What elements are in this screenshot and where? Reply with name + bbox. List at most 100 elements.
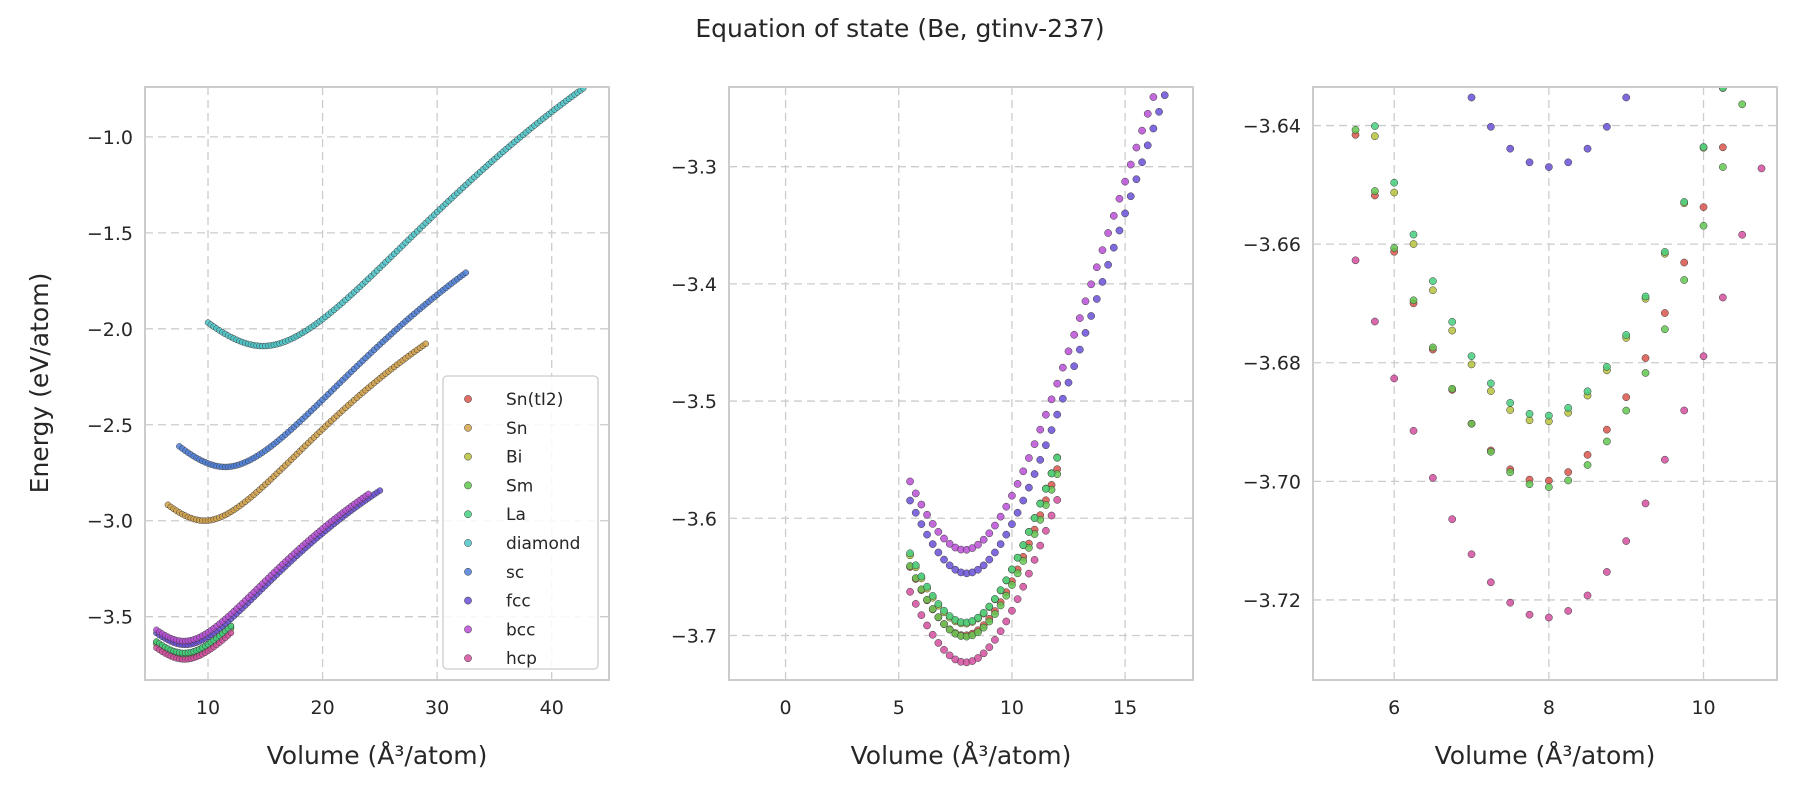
data-point <box>1661 325 1669 334</box>
data-point <box>1429 286 1437 295</box>
x-axis-label-panel-2: Volume (Å³/atom) <box>851 741 1072 770</box>
legend-label: La <box>506 505 526 525</box>
data-point <box>1699 203 1708 211</box>
data-point <box>996 601 1005 610</box>
x-tick-label: 10 <box>1691 697 1715 719</box>
data-point <box>906 587 914 596</box>
data-point <box>985 617 994 626</box>
series-bcc <box>906 93 1158 554</box>
data-point <box>923 595 931 604</box>
data-point <box>1622 406 1631 415</box>
data-point <box>1525 480 1534 489</box>
series-sc <box>176 269 470 471</box>
data-point <box>1564 468 1573 476</box>
data-point <box>1121 177 1129 186</box>
x-tick-label: 10 <box>196 697 220 719</box>
x-tick-label: 5 <box>893 697 905 719</box>
data-point <box>945 561 954 570</box>
data-point <box>1025 454 1033 462</box>
data-point <box>991 635 999 644</box>
data-point <box>1059 394 1067 403</box>
data-point <box>1030 556 1039 564</box>
y-tick-label: −3.0 <box>87 511 133 533</box>
x-axis-label-panel-1: Volume (Å³/atom) <box>267 741 488 770</box>
data-point <box>1036 425 1045 434</box>
legend-item: fcc <box>464 592 531 612</box>
panel-zoom-minimum: 6 8 10 −3.64 −3.66 −3.68 −3.70 −3.72 Volume (Å³… <box>1243 86 1778 770</box>
legend-label: bcc <box>506 620 535 640</box>
data-point <box>1409 240 1418 248</box>
data-point <box>1545 613 1553 622</box>
legend-marker <box>464 625 472 634</box>
data-point <box>1506 399 1515 407</box>
data-point <box>1098 278 1107 286</box>
data-point <box>1448 384 1457 393</box>
data-point <box>979 623 988 632</box>
data-point <box>1525 610 1534 619</box>
data-point <box>1149 124 1158 133</box>
legend-item: Sn(tI2) <box>464 390 563 410</box>
legend-item: hcp <box>464 649 537 669</box>
data-point <box>917 500 926 509</box>
data-point <box>365 490 372 498</box>
data-point <box>462 269 470 276</box>
data-point <box>1506 468 1515 477</box>
data-point <box>1149 93 1158 101</box>
data-point <box>1092 263 1101 272</box>
legend-item: diamond <box>464 534 580 554</box>
data-point <box>1036 456 1045 464</box>
data-point <box>1104 260 1112 269</box>
data-point <box>945 612 954 620</box>
y-tick-label: −3.72 <box>1243 590 1301 612</box>
data-point <box>1680 406 1689 415</box>
data-point <box>1047 511 1056 520</box>
data-point <box>1641 499 1650 508</box>
data-point <box>928 520 937 528</box>
data-point <box>1042 410 1050 419</box>
data-point <box>1351 256 1360 265</box>
data-point <box>1603 362 1611 371</box>
data-point <box>940 606 948 615</box>
data-point <box>1126 160 1135 169</box>
data-point <box>1047 469 1056 478</box>
y-tick-label: −1.5 <box>87 223 133 245</box>
series-sm <box>906 470 1062 641</box>
data-point <box>1030 514 1039 522</box>
x-tick-label: 10 <box>1000 697 1024 719</box>
data-point <box>1757 164 1766 173</box>
y-tick-label: −3.5 <box>87 607 133 629</box>
data-point <box>1047 395 1056 404</box>
data-point <box>1603 425 1611 434</box>
data-point <box>1622 393 1631 402</box>
data-point <box>1025 483 1033 492</box>
data-point <box>1059 363 1067 372</box>
data-point <box>1087 312 1096 320</box>
series-bcc <box>153 490 372 645</box>
data-point <box>1409 426 1418 435</box>
data-point <box>1545 163 1553 171</box>
data-point <box>1719 143 1727 152</box>
data-point <box>1487 122 1495 131</box>
data-point <box>1371 122 1379 130</box>
data-point <box>1042 484 1050 493</box>
data-point <box>934 613 943 622</box>
data-point <box>1487 447 1495 456</box>
data-point <box>1002 591 1011 600</box>
legend-label: diamond <box>506 534 580 554</box>
legend-item: La <box>464 505 526 525</box>
data-point <box>1115 194 1124 203</box>
data-point <box>1092 295 1101 303</box>
x-tick-label: 20 <box>310 697 334 719</box>
data-point <box>991 595 999 603</box>
series-hcp <box>906 496 1062 667</box>
panel-zoom-medium: 0 5 10 15 −3.3 −3.4 −3.5 −3.6 −3.7 Volume (Å³/at… <box>671 86 1194 770</box>
legend-item: Bi <box>464 448 522 468</box>
data-point <box>1053 379 1062 388</box>
data-point <box>1002 502 1011 511</box>
data-point <box>1467 419 1476 428</box>
data-point <box>940 555 948 564</box>
legend-marker <box>464 567 472 576</box>
y-tick-label: −3.7 <box>671 625 717 647</box>
data-point <box>991 548 999 557</box>
